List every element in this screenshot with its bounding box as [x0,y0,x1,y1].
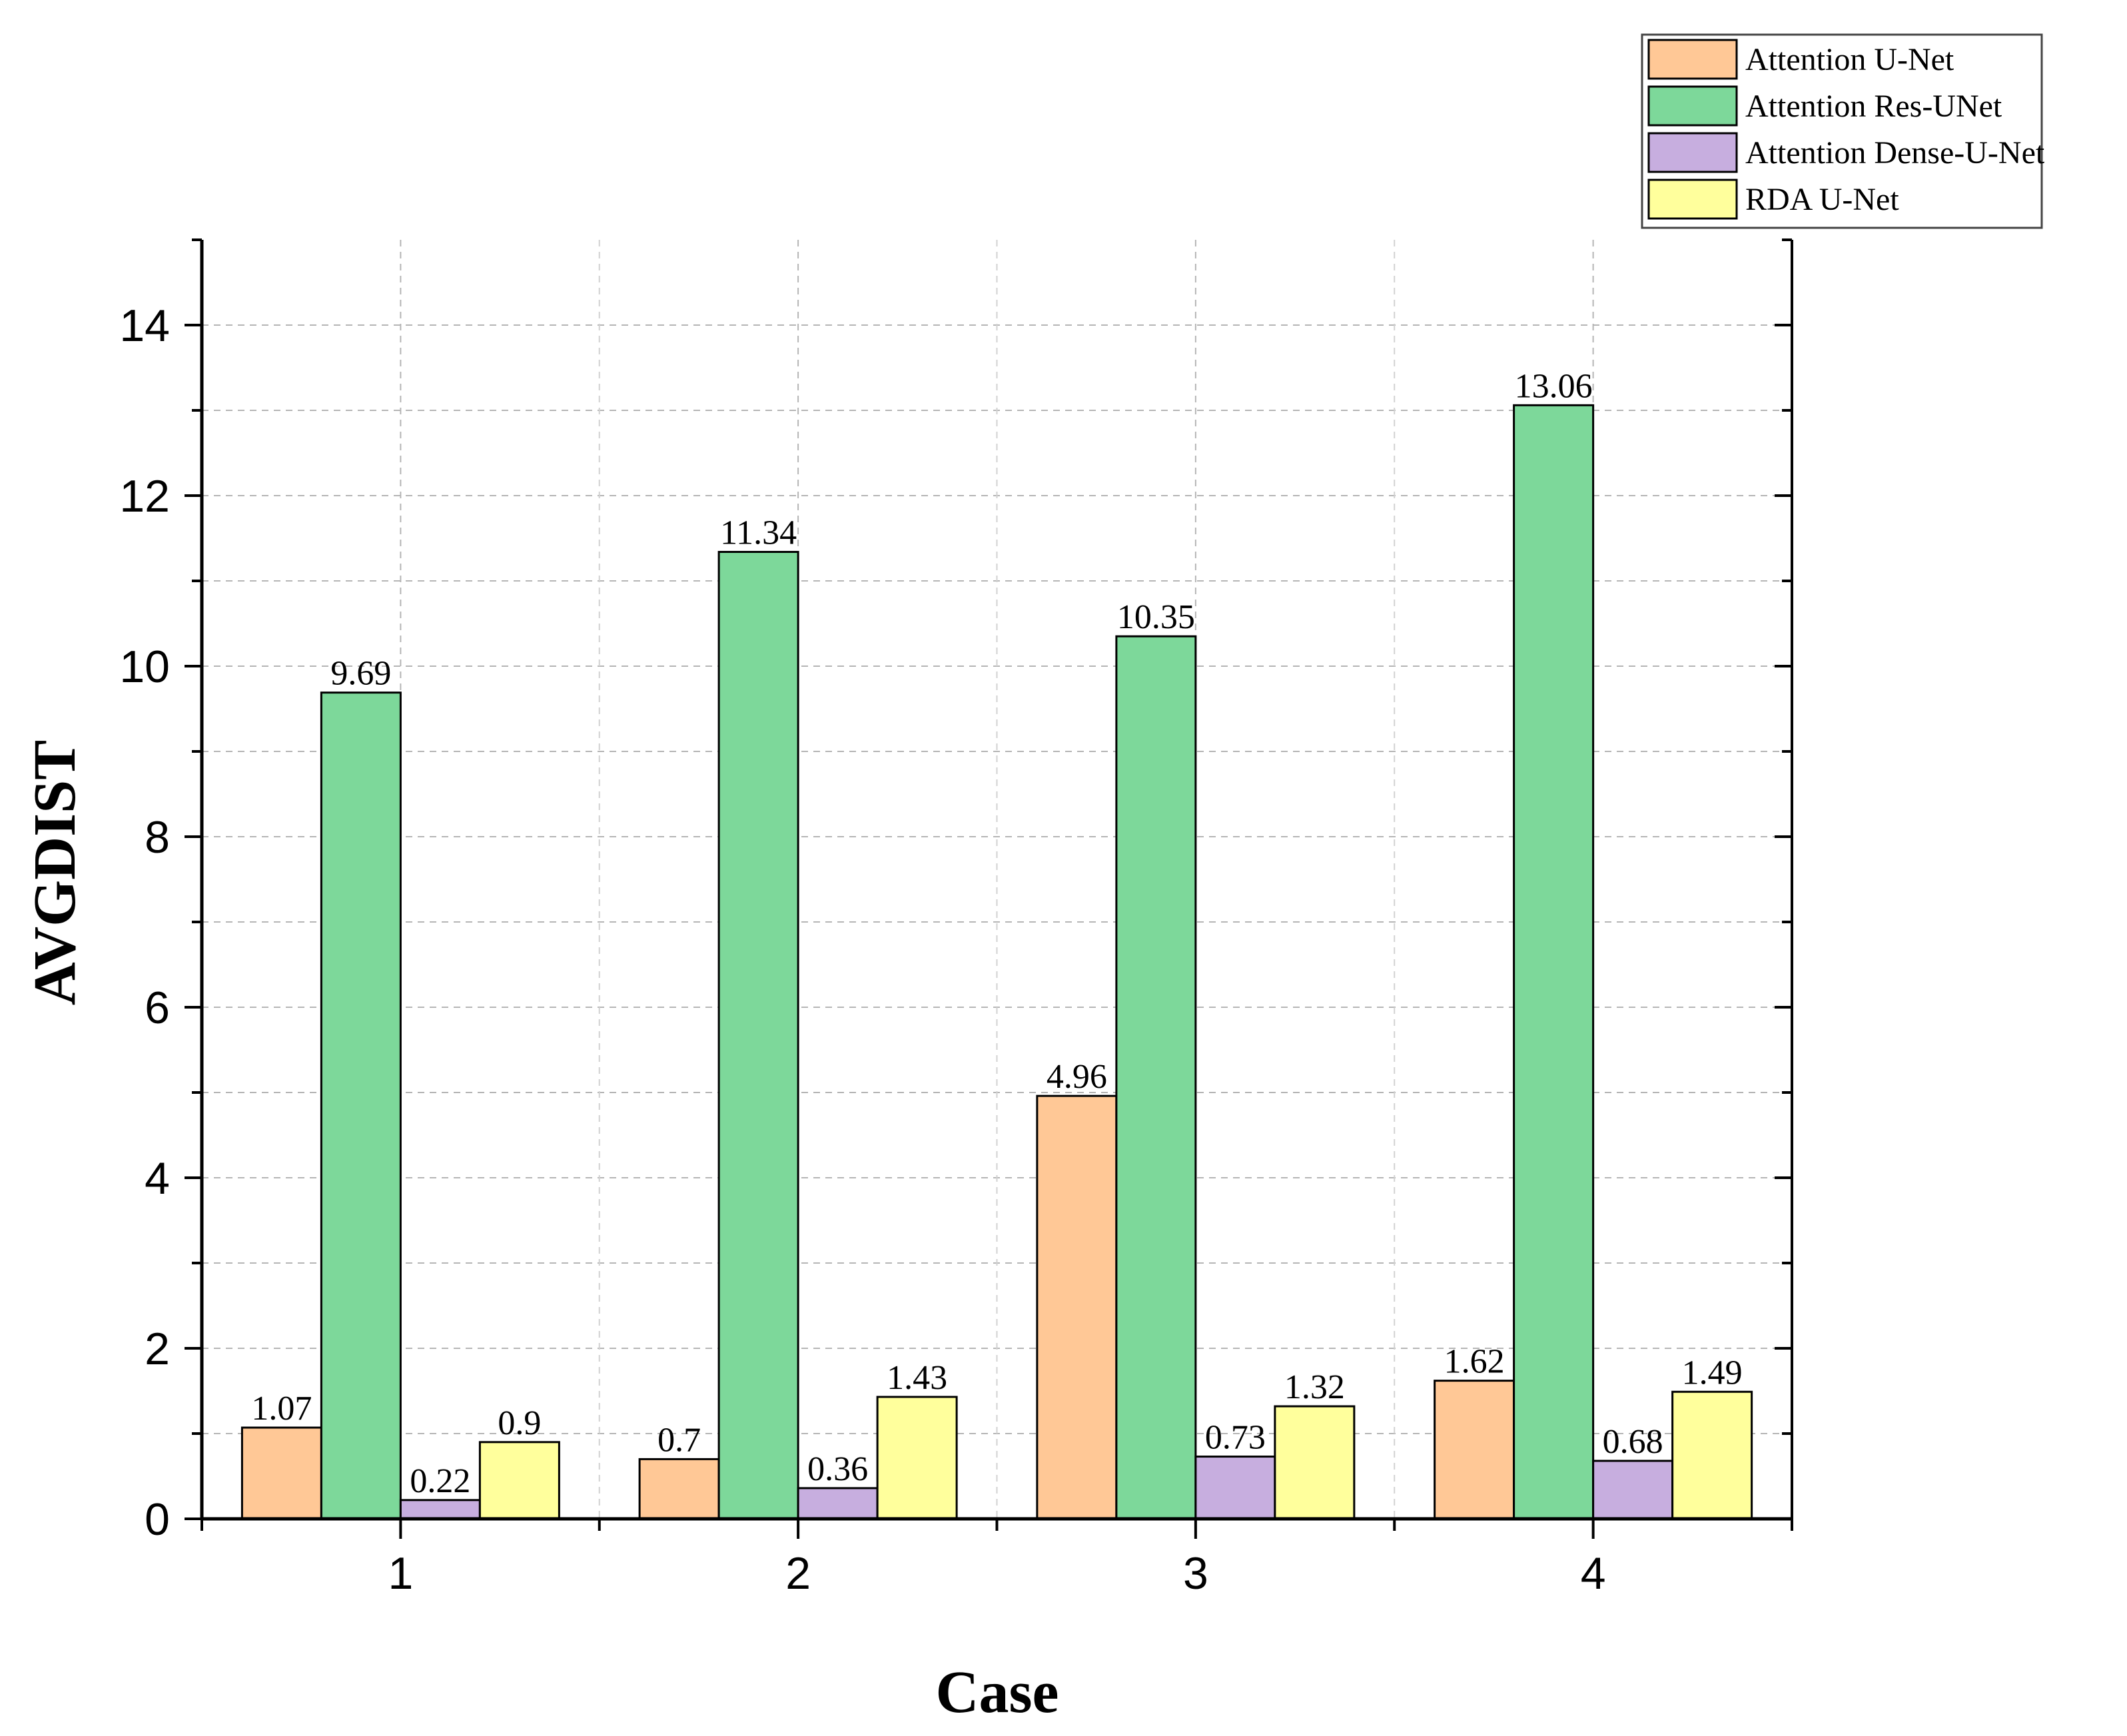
x-tick-label: 4 [1581,1548,1606,1599]
legend: Attention U-Net Attention Res-UNet Attenti… [1641,33,2045,229]
bar [399,1499,481,1520]
data-label: 0.68 [1603,1423,1663,1461]
bar [1036,1094,1118,1520]
y-tick-label: 12 [119,471,170,522]
bar [876,1396,958,1520]
legend-swatch [1647,85,1738,127]
x-tick-label: 2 [785,1548,811,1599]
y-tick-label: 4 [145,1153,170,1204]
data-label: 0.36 [807,1450,868,1488]
bar [717,550,799,1520]
data-label: 13.06 [1515,367,1593,405]
data-label: 1.32 [1284,1368,1345,1406]
y-tick-label: 6 [145,983,170,1033]
bar [1671,1390,1753,1520]
bar [240,1426,322,1520]
data-label: 0.73 [1205,1419,1266,1457]
data-label: 0.9 [498,1404,541,1442]
data-label: 10.35 [1117,598,1195,636]
data-label: 11.34 [720,514,797,552]
y-tick-label: 2 [145,1324,170,1374]
legend-swatch [1647,179,1738,220]
x-tick-label: 3 [1183,1548,1208,1599]
data-label: 0.7 [657,1421,701,1459]
data-label: 1.07 [251,1390,312,1428]
data-label: 4.96 [1047,1058,1107,1096]
data-labels: 1.07 0.7 4.96 1.62 9.69 11.34 10.35 13.06 0.22 0.… [251,367,1742,1500]
data-label: 0.22 [410,1462,470,1500]
bars [240,404,1753,1520]
bar [1592,1460,1674,1520]
y-tick-label: 8 [145,812,170,863]
x-tick-label: 1 [388,1548,413,1599]
y-tick-label: 10 [119,642,170,692]
data-label: 1.62 [1444,1343,1505,1381]
legend-label: Attention Dense-U-Net [1745,135,2045,171]
bar [638,1458,720,1520]
data-label: 1.49 [1682,1354,1743,1392]
bar [1434,1380,1515,1520]
bar [478,1441,560,1520]
y-tick-label: 0 [145,1494,170,1545]
bar [1115,635,1197,1520]
data-label: 1.43 [887,1359,947,1397]
x-axis-title: Case [936,1659,1059,1725]
bar [1513,404,1595,1520]
legend-label: Attention U-Net [1745,42,1954,77]
y-axis-title: AVGDIST [22,740,88,1006]
y-tick-label: 14 [119,300,170,351]
bar [320,691,402,1520]
legend-label: Attention Res-UNet [1745,89,2002,124]
legend-swatch [1647,39,1738,80]
data-label: 9.69 [330,655,391,693]
legend-swatch [1647,132,1738,173]
bar [1274,1405,1356,1520]
bar [797,1487,879,1520]
legend-label: RDA U-Net [1745,182,1899,217]
bar [1194,1456,1276,1520]
